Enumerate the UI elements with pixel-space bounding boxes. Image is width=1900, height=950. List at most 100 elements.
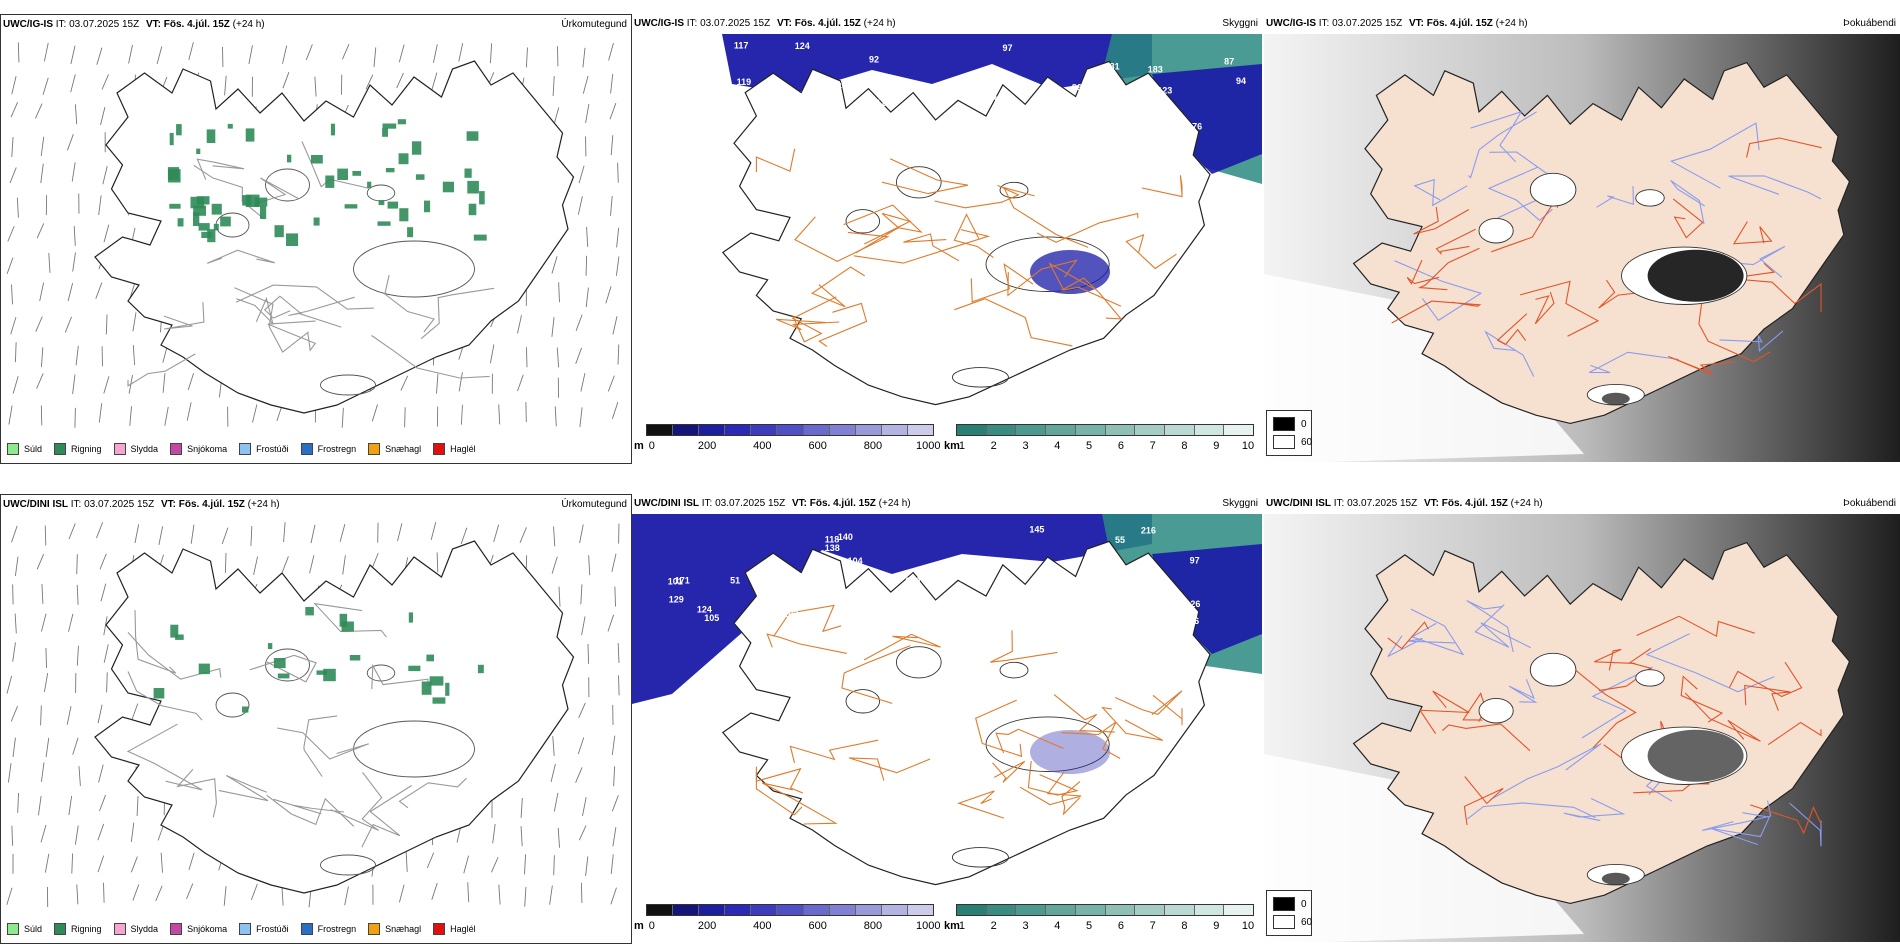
cloud-value-label: 107 bbox=[680, 696, 695, 706]
wind-barb bbox=[164, 406, 169, 426]
ceiling-tick: 800 bbox=[863, 440, 883, 452]
wind-barb bbox=[68, 613, 74, 632]
precip-legend-item: Frostúði bbox=[239, 921, 289, 937]
visibility-tick: 8 bbox=[1181, 440, 1188, 452]
road-line bbox=[1387, 635, 1455, 657]
road-line bbox=[1573, 668, 1637, 749]
visibility-tick: 10 bbox=[1241, 920, 1255, 932]
legend-swatch bbox=[300, 923, 313, 935]
valid-time: Fös. 4.júl. 15Z bbox=[1441, 498, 1508, 509]
cloud-value-label: 97 bbox=[1190, 556, 1200, 566]
wind-barb bbox=[579, 524, 584, 544]
road-line bbox=[1508, 679, 1538, 703]
wind-barb bbox=[405, 852, 408, 872]
rain-patch bbox=[190, 196, 205, 209]
cloud-value-label: 108 bbox=[800, 625, 815, 635]
ceiling-swatch bbox=[725, 905, 752, 915]
visibility-swatch bbox=[1105, 425, 1136, 435]
coastline bbox=[94, 60, 575, 414]
wind-barb bbox=[132, 884, 140, 901]
road-line bbox=[301, 141, 371, 190]
wind-barb bbox=[106, 672, 108, 693]
wind-barb bbox=[45, 647, 47, 669]
ceiling-tick: 400 bbox=[753, 440, 772, 452]
model-name: UWC/DINI ISL bbox=[3, 499, 68, 510]
cloud-value-label: 138 bbox=[825, 543, 840, 553]
wind-barb bbox=[103, 616, 108, 636]
wind-barb bbox=[580, 584, 583, 605]
ceiling-swatch bbox=[855, 425, 882, 435]
rain-patch bbox=[442, 181, 454, 193]
glacier-outline bbox=[353, 720, 475, 778]
wind-barb bbox=[585, 856, 589, 876]
wind-barb bbox=[10, 102, 19, 118]
legend-label: Súld bbox=[24, 444, 43, 454]
road-line bbox=[1746, 137, 1822, 158]
cloud-value-label: 145 bbox=[1029, 525, 1044, 535]
wind-barb bbox=[95, 282, 103, 299]
ceiling-tick: 1000 bbox=[915, 440, 941, 452]
wind-barb bbox=[224, 552, 227, 573]
visibility-ticks: 1 2 3 4 5 6 7 8 9 10 bbox=[956, 440, 1254, 454]
wind-barb bbox=[431, 882, 438, 900]
rain-patch bbox=[385, 168, 395, 173]
rain-patch bbox=[415, 174, 425, 180]
rain-patch bbox=[201, 231, 212, 238]
visibility-swatch bbox=[1105, 905, 1136, 915]
model-name: UWC/IG-IS bbox=[1266, 18, 1316, 29]
wind-barb bbox=[40, 824, 47, 843]
road-line bbox=[794, 216, 890, 263]
visibility-tick: 7 bbox=[1149, 440, 1156, 452]
wind-barb bbox=[64, 316, 72, 333]
wind-barb bbox=[6, 675, 13, 694]
fog-map bbox=[1264, 34, 1900, 462]
ceiling-swatch bbox=[699, 425, 726, 435]
wind-barb bbox=[458, 372, 463, 392]
cloud-value-label: 108 bbox=[1050, 594, 1065, 604]
rain-patch bbox=[382, 128, 388, 137]
road-line bbox=[1594, 648, 1636, 671]
visibility-colorbar: km 1 2 3 4 5 6 7 8 9 10 bbox=[944, 422, 1254, 456]
wind-barb bbox=[575, 767, 583, 783]
ceiling-tick: 1000 bbox=[915, 920, 941, 932]
rain-patch bbox=[193, 212, 200, 226]
visibility-swatch bbox=[1135, 905, 1165, 915]
wind-barb bbox=[12, 376, 19, 394]
wind-barb bbox=[608, 42, 614, 61]
visibility-tick: 10 bbox=[1241, 440, 1255, 452]
wind-barb bbox=[436, 552, 439, 573]
precip-legend: Súld Rigning Slydda Snjókoma Frostúði Frostre… bbox=[7, 921, 476, 937]
wind-barb bbox=[397, 523, 403, 542]
visibility-swatch bbox=[1075, 905, 1106, 915]
road-line bbox=[1007, 259, 1078, 297]
wind-barb bbox=[11, 137, 14, 158]
ceiling-unit: m bbox=[634, 440, 644, 452]
precip-legend-item: Haglél bbox=[433, 921, 476, 937]
fog-map bbox=[1264, 514, 1900, 942]
wind-barb bbox=[578, 165, 585, 184]
ceiling-swatch bbox=[647, 425, 674, 435]
cloud-value-label: 216 bbox=[1141, 525, 1156, 535]
wind-barb bbox=[160, 852, 163, 873]
rain-patch bbox=[213, 223, 219, 231]
ceiling-swatch bbox=[777, 905, 804, 915]
wind-barb bbox=[426, 852, 435, 869]
rain-patch bbox=[311, 155, 323, 164]
wind-barb bbox=[11, 76, 17, 95]
low-cloud-area bbox=[1030, 730, 1110, 774]
wind-barb bbox=[582, 797, 587, 816]
wind-barb bbox=[102, 166, 108, 185]
wind-barb bbox=[34, 103, 43, 119]
ceiling-tick: 200 bbox=[697, 440, 717, 452]
visibility-swatch bbox=[986, 905, 1017, 915]
rain-patch bbox=[316, 670, 327, 675]
valid-time-label: VT: bbox=[1423, 498, 1439, 509]
wind-barb bbox=[68, 795, 73, 816]
coastline bbox=[721, 60, 1211, 406]
cloud-value-label: 355 bbox=[882, 90, 897, 100]
wind-barb bbox=[252, 404, 258, 423]
cloud-value-label: 105 bbox=[704, 613, 719, 623]
ceiling-ticks: 0 200 400 600 800 1000 bbox=[646, 440, 941, 454]
wind-barb bbox=[553, 526, 556, 547]
road-line bbox=[193, 164, 265, 220]
